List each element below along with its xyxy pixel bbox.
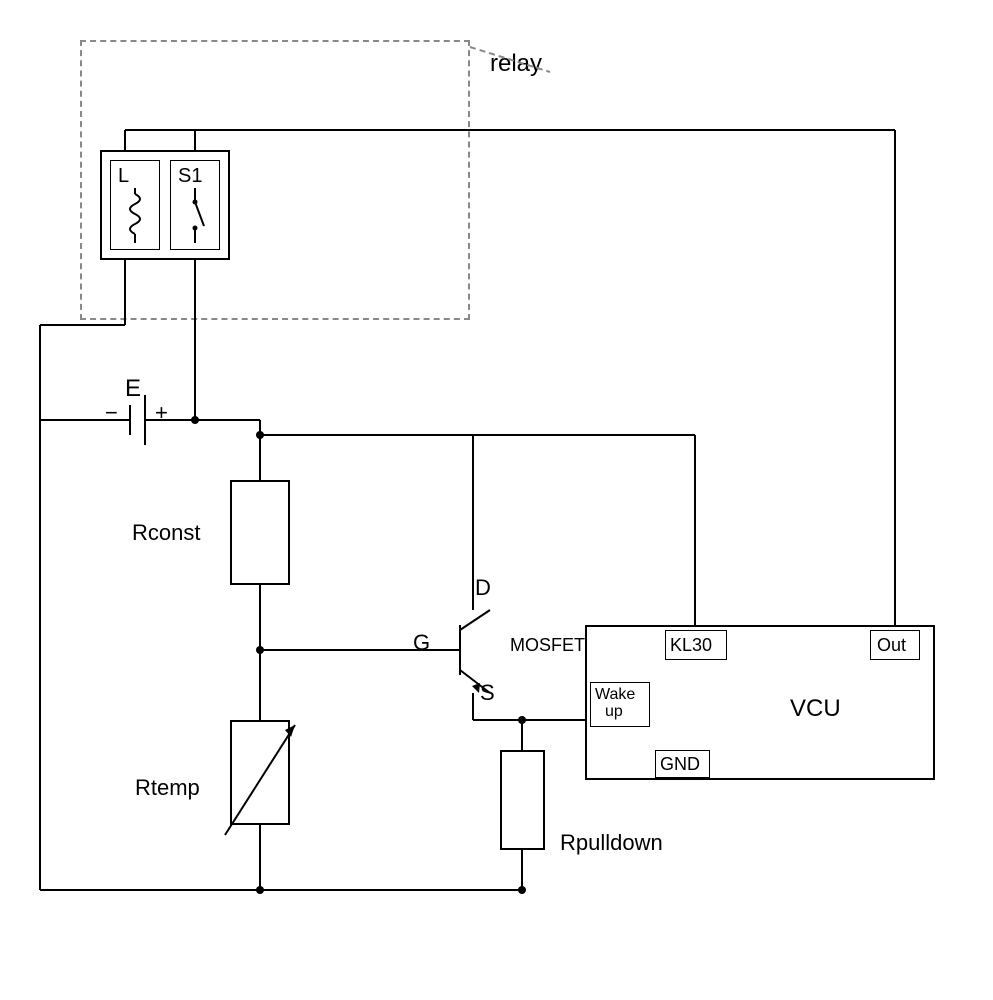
L-label: L [118, 165, 129, 188]
S1-label: S1 [178, 165, 202, 188]
Rconst-label: Rconst [132, 520, 200, 546]
Rtemp-label: Rtemp [135, 775, 200, 801]
plus-label: + [155, 400, 168, 426]
GND-label: GND [660, 754, 700, 775]
MOSFET-label: MOSFET [510, 635, 585, 656]
Wakeup-label-1: Wake [595, 686, 635, 704]
thermistor-arrow [215, 705, 315, 845]
Out-label: Out [877, 635, 906, 656]
Rpulldown-box [500, 750, 545, 850]
S-label: S [480, 680, 495, 706]
Wakeup-label-2: up [605, 703, 623, 721]
minus-label: − [105, 400, 118, 426]
inductor-coil [118, 188, 152, 243]
D-label: D [475, 575, 491, 601]
relay-leader [465, 42, 555, 82]
VCU-label: VCU [790, 695, 841, 723]
KL30-label: KL30 [670, 635, 712, 656]
Rpulldown-label: Rpulldown [560, 830, 663, 856]
G-label: G [413, 630, 430, 656]
Rconst-box [230, 480, 290, 585]
switch-symbol [178, 188, 212, 243]
